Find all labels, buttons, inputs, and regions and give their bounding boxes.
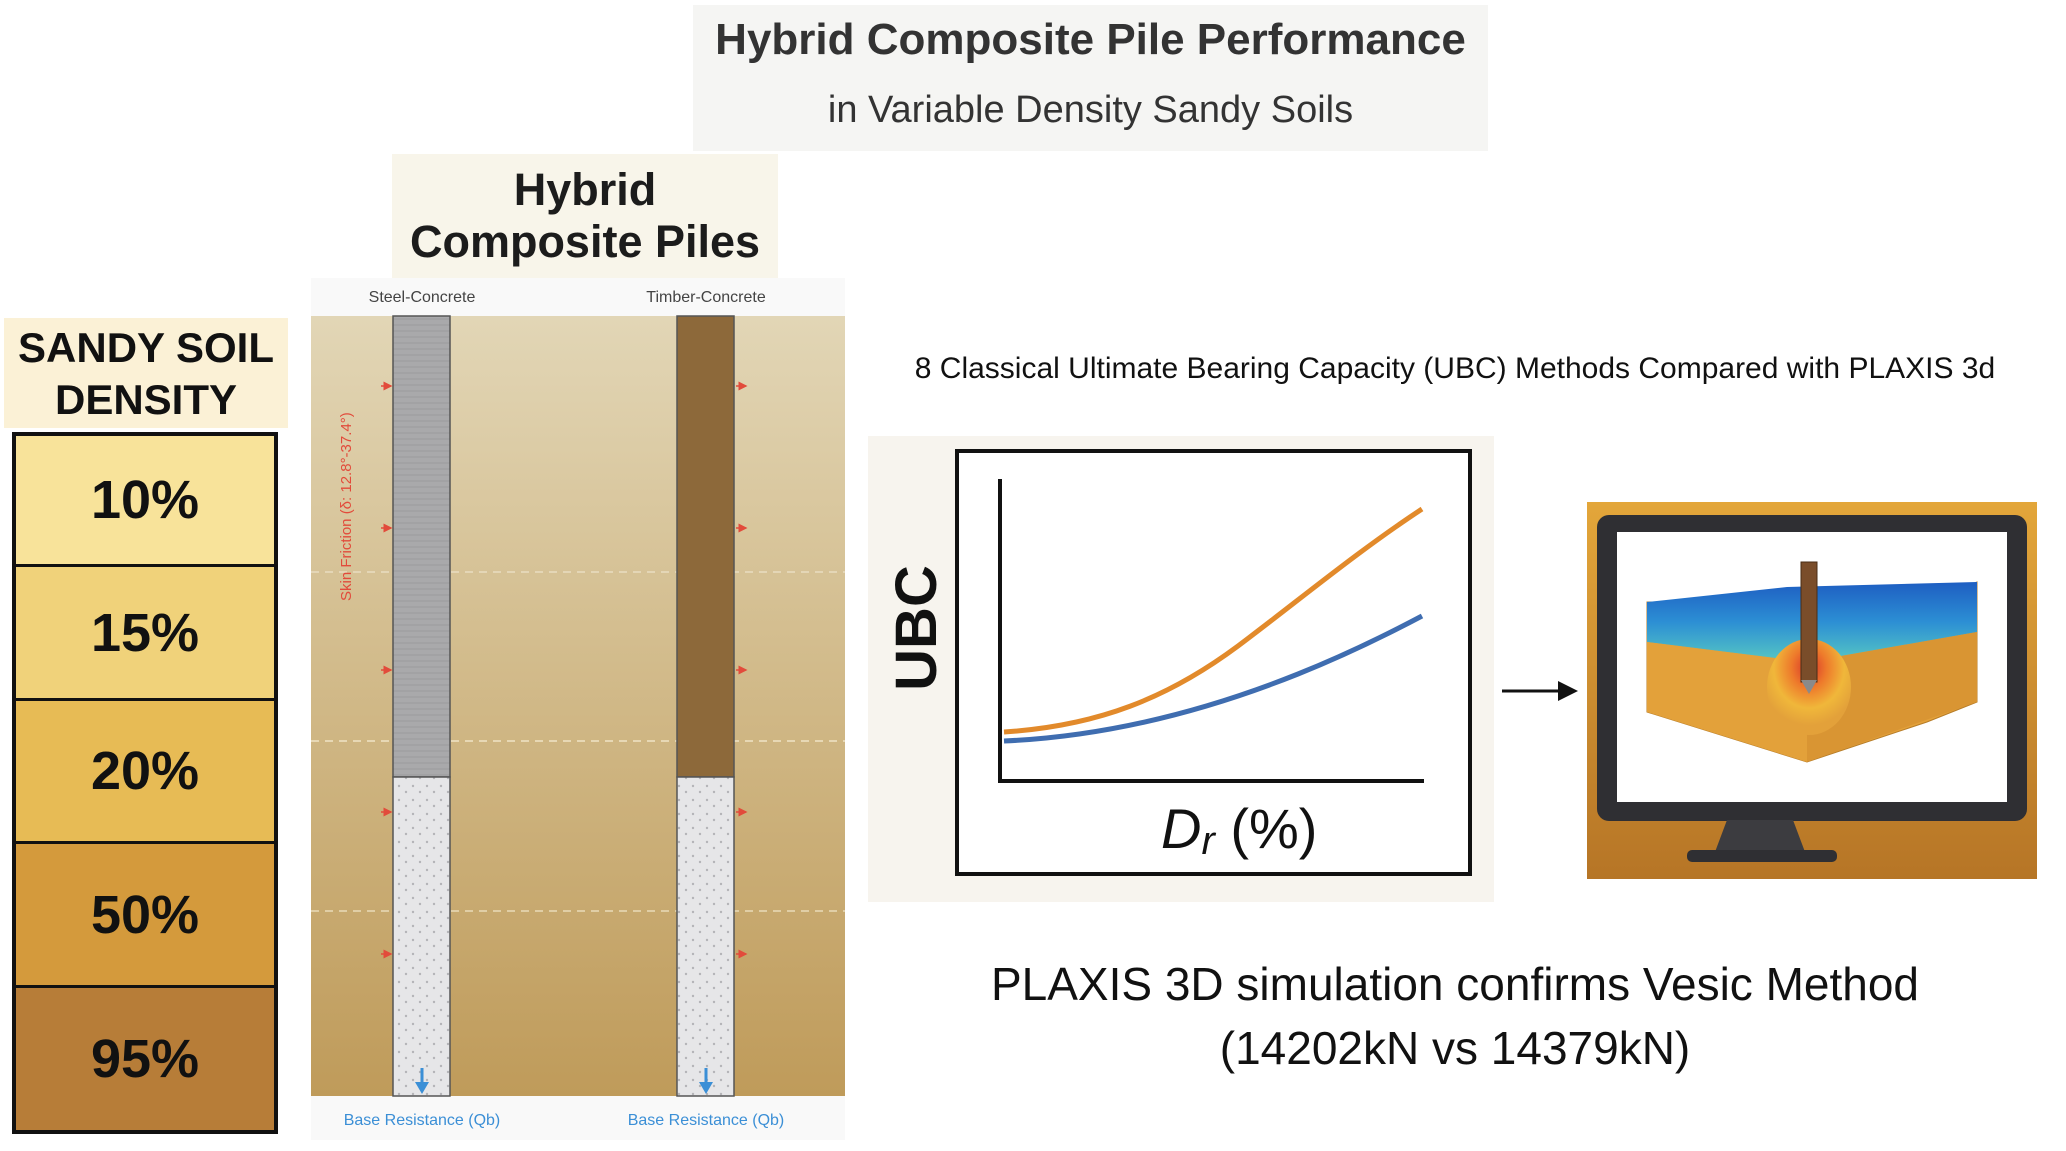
skin-friction-arrows: [381, 381, 748, 959]
skin-friction-label: Skin Friction (δ: 12.8°-37.4°): [338, 412, 355, 601]
ubc-y-label: UBC: [884, 565, 949, 691]
piles-header: Hybrid Composite Piles: [392, 154, 778, 278]
ubc-curve-blue: [1003, 613, 1424, 744]
concrete-section-timber-pile: [676, 776, 735, 1097]
density-level-label: 10%: [90, 470, 200, 530]
page-title: Hybrid Composite Pile Performance: [715, 15, 1466, 64]
title-box: Hybrid Composite Pile Performance in Var…: [693, 5, 1488, 151]
timber-section: [676, 315, 735, 778]
density-level-label: 15%: [90, 602, 200, 663]
conclusion-text: PLAXIS 3D simulation confirms Vesic Meth…: [880, 952, 2030, 1080]
piles-header-line1: Hybrid: [513, 164, 657, 215]
density-level-50: 50%: [16, 844, 274, 985]
steel-section: [392, 315, 451, 778]
ubc-chart: UBC Dr (%): [868, 436, 1494, 902]
piles-header-line2: Composite Piles: [409, 216, 761, 267]
page-subtitle: in Variable Density Sandy Soils: [827, 89, 1354, 131]
monitor-3d-model-icon: [1587, 502, 2037, 879]
arrow-right-icon: [1502, 681, 1578, 701]
pile-diagram: Steel-Concrete Timber-Concrete Skin Fric…: [311, 278, 845, 1140]
density-level-15: 15%: [16, 567, 274, 698]
pile-label-timber: Timber-Concrete: [646, 289, 766, 306]
pile-label-steel: Steel-Concrete: [369, 289, 476, 306]
base-resistance-label-timber: Base Resistance (Qb): [628, 1112, 785, 1129]
ubc-curve-orange: [1003, 506, 1424, 735]
conclusion-line1: PLAXIS 3D simulation confirms Vesic Meth…: [990, 958, 1920, 1010]
ubc-x-label: Dr (%): [1161, 797, 1317, 863]
concrete-section-steel-pile: [392, 776, 451, 1097]
density-stack: 10% 15% 20% 50% 95%: [12, 432, 278, 1134]
methods-caption: 8 Classical Ultimate Bearing Capacity (U…: [914, 352, 1996, 385]
density-header-line1: SANDY SOIL: [18, 324, 274, 371]
base-resistance-label-steel: Base Resistance (Qb): [344, 1112, 501, 1129]
density-level-10: 10%: [16, 436, 274, 564]
density-header-line2: DENSITY: [54, 376, 238, 423]
density-level-label: 20%: [90, 741, 200, 801]
density-header: SANDY SOIL DENSITY: [4, 318, 288, 428]
density-level-label: 50%: [90, 884, 200, 945]
density-level-label: 95%: [90, 1029, 200, 1089]
conclusion-line2: (14202kN vs 14379kN): [1219, 1022, 1691, 1074]
base-resistance-arrows: [415, 1068, 713, 1094]
density-level-95: 95%: [16, 988, 274, 1130]
density-level-20: 20%: [16, 701, 274, 841]
